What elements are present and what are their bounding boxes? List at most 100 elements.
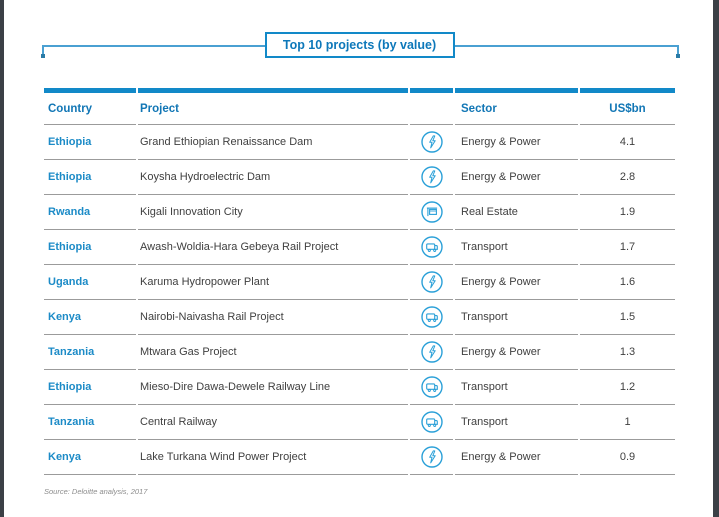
country-label: Kenya bbox=[48, 311, 82, 323]
sector-label: Transport bbox=[461, 416, 508, 428]
value-label: 1.7 bbox=[619, 241, 636, 253]
value-cell: 1 bbox=[580, 405, 675, 440]
project-label: Lake Turkana Wind Power Project bbox=[140, 451, 307, 463]
sector-label: Real Estate bbox=[461, 206, 518, 218]
project-cell: Grand Ethiopian Renaissance Dam bbox=[138, 125, 408, 160]
value-label: 0.9 bbox=[619, 451, 636, 463]
column-header-value: US$bn bbox=[580, 88, 675, 125]
country-label: Tanzania bbox=[48, 416, 95, 428]
sector-icon-cell bbox=[410, 300, 453, 335]
projects-table: Country Project Sector US$bn Ethiopia Gr… bbox=[44, 88, 675, 475]
country-label: Ethiopia bbox=[48, 136, 92, 148]
value-cell: 0.9 bbox=[580, 440, 675, 475]
value-cell: 1.9 bbox=[580, 195, 675, 230]
country-label: Ethiopia bbox=[48, 241, 92, 253]
value-cell: 1.6 bbox=[580, 265, 675, 300]
project-cell: Lake Turkana Wind Power Project bbox=[138, 440, 408, 475]
sector-label: Energy & Power bbox=[461, 171, 541, 183]
country-cell: Tanzania bbox=[44, 335, 136, 370]
country-cell: Ethiopia bbox=[44, 230, 136, 265]
sector-label: Energy & Power bbox=[461, 451, 541, 463]
sector-cell: Energy & Power bbox=[455, 160, 578, 195]
sector-icon-cell bbox=[410, 370, 453, 405]
sector-icon-cell bbox=[410, 160, 453, 195]
sector-cell: Transport bbox=[455, 405, 578, 440]
country-cell: Rwanda bbox=[44, 195, 136, 230]
country-cell: Kenya bbox=[44, 300, 136, 335]
project-label: Karuma Hydropower Plant bbox=[140, 276, 270, 288]
country-cell: Ethiopia bbox=[44, 370, 136, 405]
value-label: 1.2 bbox=[619, 381, 636, 393]
project-cell: Awash-Woldia-Hara Gebeya Rail Project bbox=[138, 230, 408, 265]
sector-icon-cell bbox=[410, 440, 453, 475]
truck-icon bbox=[420, 411, 443, 433]
sector-label: Transport bbox=[461, 311, 508, 323]
value-cell: 1.5 bbox=[580, 300, 675, 335]
project-label: Mtwara Gas Project bbox=[140, 346, 237, 358]
column-header-sector: Sector bbox=[455, 88, 578, 125]
sector-icon-cell bbox=[410, 335, 453, 370]
sector-icon-cell bbox=[410, 405, 453, 440]
sector-icon-cell bbox=[410, 195, 453, 230]
country-label: Uganda bbox=[48, 276, 89, 288]
sector-label: Energy & Power bbox=[461, 136, 541, 148]
sector-label: Transport bbox=[461, 381, 508, 393]
project-label: Koysha Hydroelectric Dam bbox=[140, 171, 271, 183]
value-label: 2.8 bbox=[619, 171, 636, 183]
sector-cell: Transport bbox=[455, 370, 578, 405]
table-title-box: Top 10 projects (by value) bbox=[264, 32, 455, 58]
column-header-country: Country bbox=[44, 88, 136, 125]
column-header-icon bbox=[410, 88, 453, 125]
project-label: Grand Ethiopian Renaissance Dam bbox=[140, 136, 313, 148]
project-label: Central Railway bbox=[140, 416, 218, 428]
sector-cell: Real Estate bbox=[455, 195, 578, 230]
bracket-arrow-left bbox=[41, 54, 45, 58]
truck-icon bbox=[420, 236, 443, 258]
sector-label: Transport bbox=[461, 241, 508, 253]
value-cell: 4.1 bbox=[580, 125, 675, 160]
country-cell: Kenya bbox=[44, 440, 136, 475]
lightning-icon bbox=[420, 341, 443, 363]
project-label: Nairobi-Naivasha Rail Project bbox=[140, 311, 284, 323]
country-cell: Uganda bbox=[44, 265, 136, 300]
truck-icon bbox=[420, 306, 443, 328]
lightning-icon bbox=[420, 446, 443, 468]
value-label: 1 bbox=[624, 416, 631, 428]
country-cell: Ethiopia bbox=[44, 160, 136, 195]
sector-icon-cell bbox=[410, 230, 453, 265]
project-label: Kigali Innovation City bbox=[140, 206, 243, 218]
bracket-tick-left bbox=[42, 45, 44, 56]
sector-cell: Energy & Power bbox=[455, 265, 578, 300]
project-label: Mieso-Dire Dawa-Dewele Railway Line bbox=[140, 381, 331, 393]
sector-cell: Transport bbox=[455, 300, 578, 335]
project-cell: Nairobi-Naivasha Rail Project bbox=[138, 300, 408, 335]
value-label: 1.5 bbox=[619, 311, 636, 323]
project-label: Awash-Woldia-Hara Gebeya Rail Project bbox=[140, 241, 339, 253]
lightning-icon bbox=[420, 271, 443, 293]
project-cell: Central Railway bbox=[138, 405, 408, 440]
storefront-icon bbox=[420, 201, 443, 223]
value-label: 1.6 bbox=[619, 276, 636, 288]
table-title: Top 10 projects (by value) bbox=[282, 38, 437, 52]
country-cell: Ethiopia bbox=[44, 125, 136, 160]
sector-icon-cell bbox=[410, 125, 453, 160]
country-cell: Tanzania bbox=[44, 405, 136, 440]
sector-cell: Energy & Power bbox=[455, 125, 578, 160]
project-cell: Mieso-Dire Dawa-Dewele Railway Line bbox=[138, 370, 408, 405]
sector-label: Energy & Power bbox=[461, 346, 541, 358]
lightning-icon bbox=[420, 131, 443, 153]
sector-label: Energy & Power bbox=[461, 276, 541, 288]
value-cell: 2.8 bbox=[580, 160, 675, 195]
country-label: Kenya bbox=[48, 451, 82, 463]
country-label: Rwanda bbox=[48, 206, 91, 218]
column-header-project: Project bbox=[138, 88, 408, 125]
project-cell: Mtwara Gas Project bbox=[138, 335, 408, 370]
project-cell: Koysha Hydroelectric Dam bbox=[138, 160, 408, 195]
bracket-arrow-right bbox=[676, 54, 680, 58]
value-cell: 1.3 bbox=[580, 335, 675, 370]
sector-cell: Energy & Power bbox=[455, 440, 578, 475]
value-label: 1.3 bbox=[619, 346, 636, 358]
project-cell: Kigali Innovation City bbox=[138, 195, 408, 230]
page-edge-left bbox=[0, 0, 4, 517]
source-note: Source: Deloitte analysis, 2017 bbox=[44, 487, 148, 496]
